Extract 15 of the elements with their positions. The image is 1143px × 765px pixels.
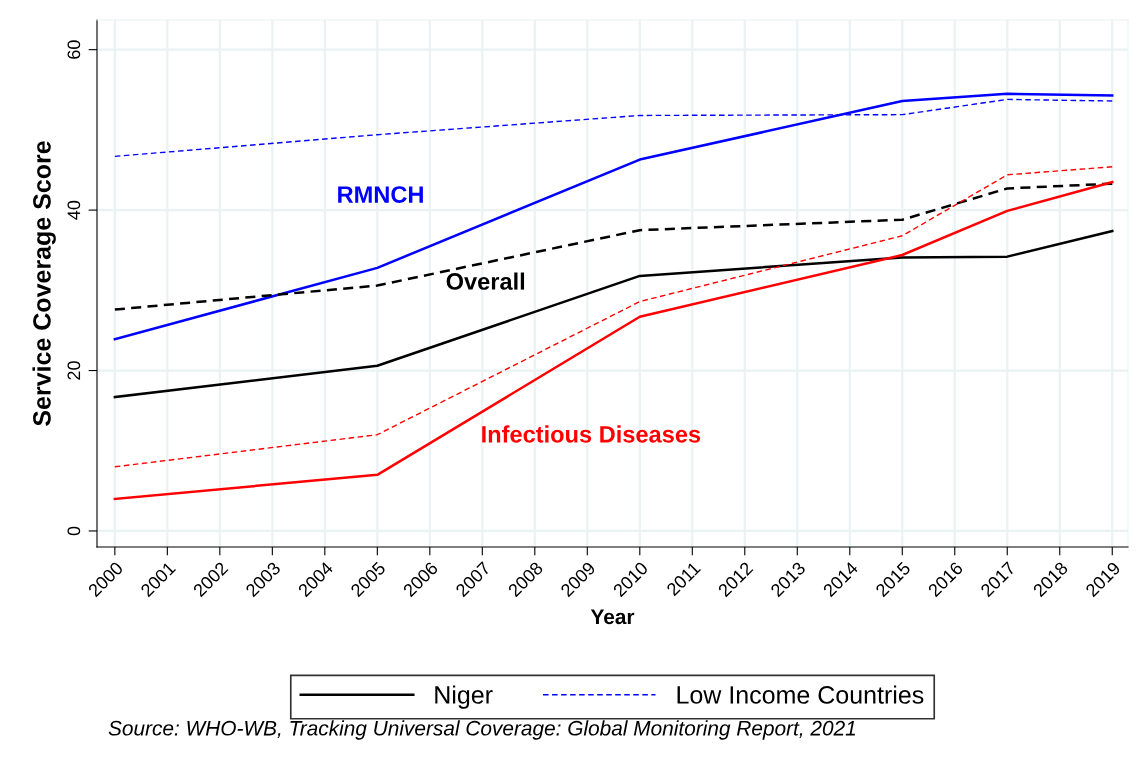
- y-tick-label: 20: [67, 361, 81, 380]
- line-series: [113, 182, 1114, 311]
- line-series: [113, 92, 1114, 341]
- source-note: Source: WHO-WB, Tracking Universal Coverage: Global Monitoring Report, 2021: [108, 720, 855, 740]
- annotation: RMNCH: [338, 186, 423, 203]
- line-series: [113, 229, 1114, 399]
- x-axis-title: Year: [590, 609, 635, 625]
- y-tick-label: 0: [67, 526, 81, 536]
- y-axis-title: Service Coverage Score: [32, 141, 56, 426]
- legend-label: Niger: [435, 685, 493, 709]
- y-tick-label: 60: [67, 40, 81, 59]
- annotation: Infectious Diseases: [482, 425, 701, 443]
- legend-label: Low Income Countries: [677, 685, 924, 704]
- y-tick-label: 40: [67, 200, 81, 220]
- annotation: Overall: [446, 272, 525, 290]
